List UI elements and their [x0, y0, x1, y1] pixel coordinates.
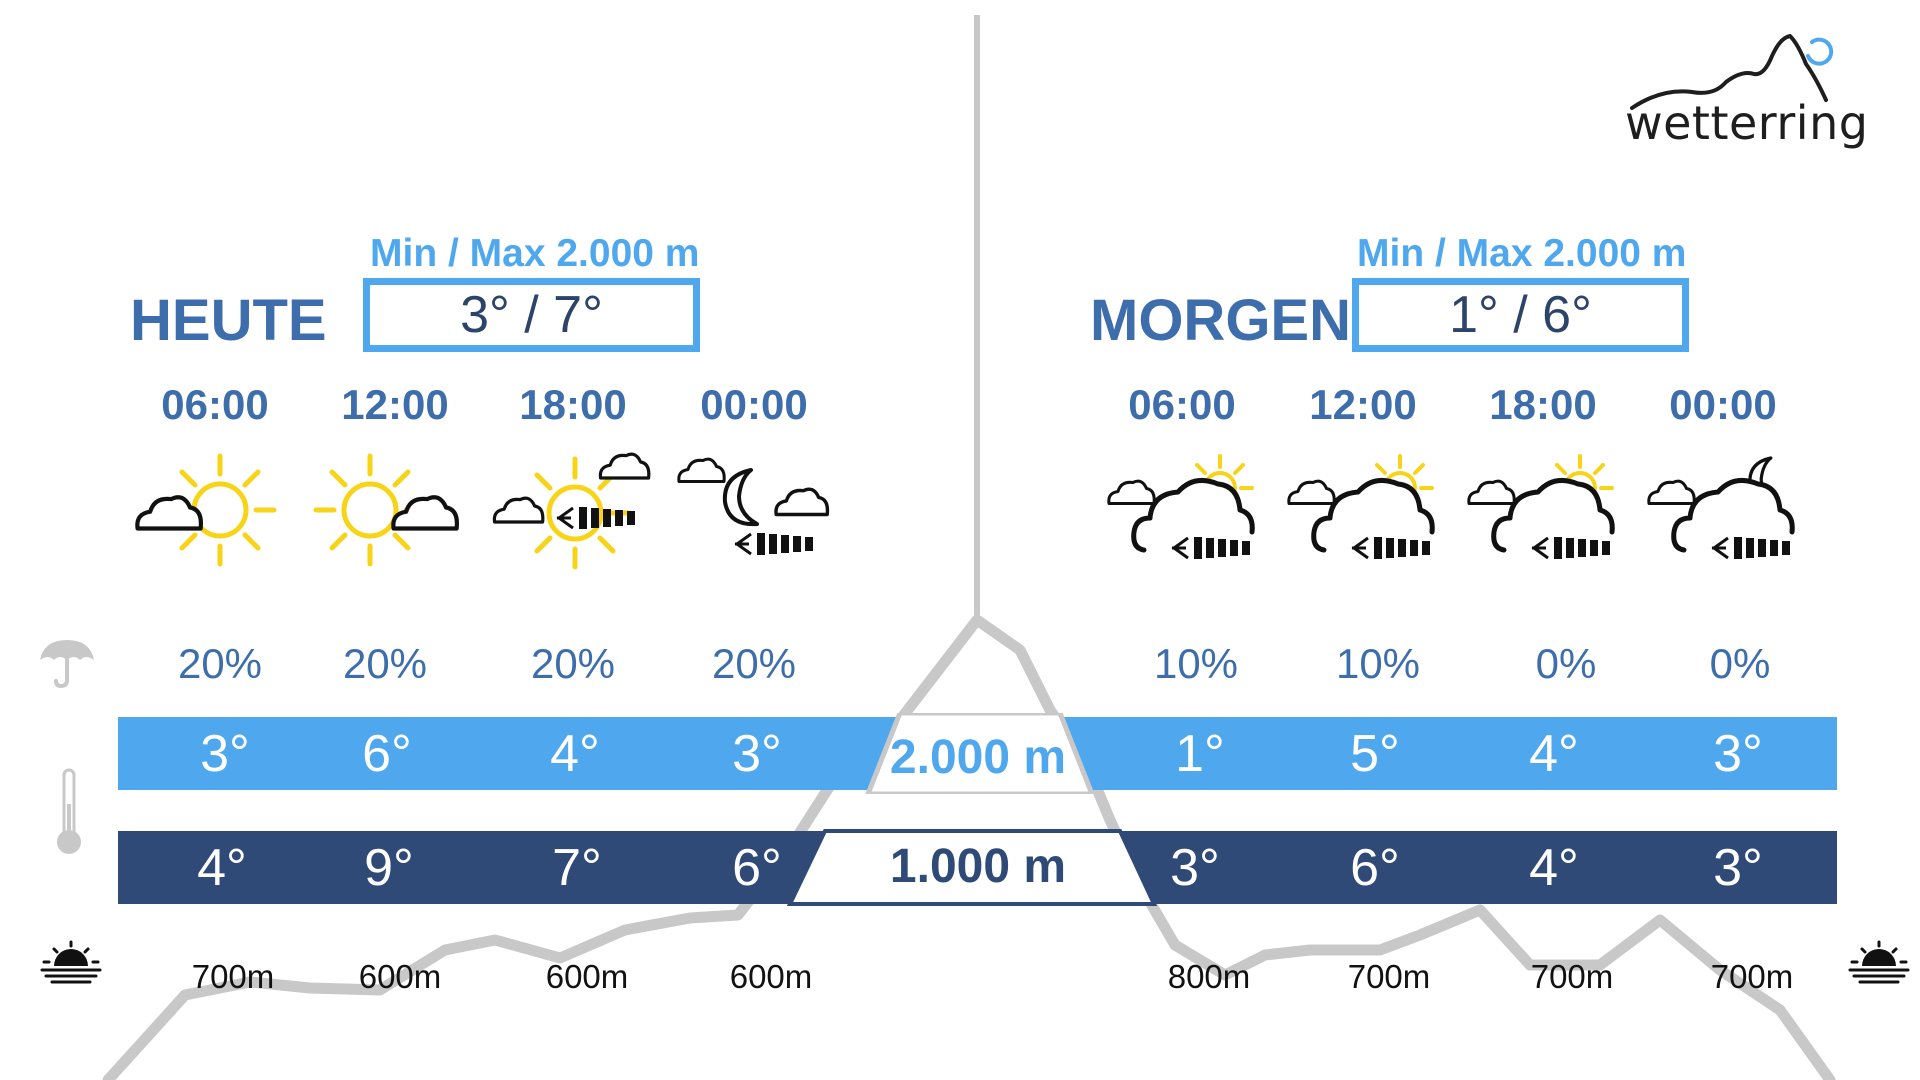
day-title-today: HEUTE [130, 288, 327, 353]
minmax-value-tomorrow: 1° / 6° [1449, 286, 1592, 344]
temp-upper-tomorrow-0000: 3° [1713, 725, 1763, 783]
temp-lower-tomorrow-1800: 4° [1529, 839, 1579, 897]
brand-name: wetterring [1625, 96, 1869, 150]
sunset-icon [1848, 940, 1910, 984]
time-tomorrow-0000: 00:00 [1669, 381, 1777, 428]
precip-today-1200: 20% [342, 640, 428, 687]
minmax-box-tomorrow: 1° / 6° [1352, 278, 1689, 352]
precip-tomorrow-0600: 10% [1153, 640, 1239, 687]
precip-today-0600: 20% [177, 640, 263, 687]
umbrella-icon [40, 640, 94, 688]
time-tomorrow-0600: 06:00 [1128, 381, 1236, 428]
cloud-sun-wind-icon [1287, 454, 1452, 561]
minmax-label-tomorrow: Min / Max 2.000 m [1357, 232, 1687, 275]
precip-today-1800: 20% [530, 640, 616, 687]
snowline-today-0000: 600m [729, 958, 813, 995]
minmax-box-today: 3° / 7° [363, 278, 700, 352]
snowline-tomorrow-1200: 700m [1347, 958, 1431, 995]
temp-lower-today-0600: 4° [197, 839, 247, 897]
altitude-cutout-upper [865, 713, 1095, 794]
sun-with-cloud-icon [305, 448, 485, 578]
temp-lower-tomorrow-0600: 3° [1170, 839, 1220, 897]
temp-upper-today-1800: 4° [550, 725, 600, 783]
time-tomorrow-1800: 18:00 [1489, 381, 1597, 428]
temp-lower-today-1800: 7° [552, 839, 602, 897]
snowline-today-1800: 600m [545, 958, 629, 995]
cloud-sun-wind-icon [1107, 454, 1272, 561]
snowline-tomorrow-1800: 700m [1530, 958, 1614, 995]
precip-tomorrow-1800: 0% [1535, 640, 1597, 687]
snowline-today-1200: 600m [358, 958, 442, 995]
cloud-moon-wind-icon [1647, 456, 1812, 561]
temp-upper-today-1200: 6° [362, 725, 412, 783]
moon-cloud-wind-icon [677, 457, 830, 557]
day-title-tomorrow: MORGEN [1090, 288, 1351, 353]
temp-lower-tomorrow-0000: 3° [1713, 839, 1763, 897]
temp-upper-tomorrow-1800: 4° [1529, 725, 1579, 783]
temp-lower-today-0000: 6° [732, 839, 782, 897]
altitude-cutout-lower [786, 829, 1158, 906]
temp-lower-tomorrow-1200: 6° [1350, 839, 1400, 897]
sun-cloud-wind-icon [492, 452, 651, 578]
temp-upper-tomorrow-0600: 1° [1175, 725, 1225, 783]
time-today-1800: 18:00 [519, 381, 627, 428]
time-today-1200: 12:00 [341, 381, 449, 428]
cloud-sun-wind-icon [1467, 454, 1632, 561]
time-today-0600: 06:00 [161, 381, 269, 428]
precip-tomorrow-1200: 10% [1335, 640, 1421, 687]
thermometer-icon [57, 768, 81, 854]
sunrise-icon [40, 940, 102, 984]
temp-upper-today-0600: 3° [200, 725, 250, 783]
temp-lower-today-1200: 9° [364, 839, 414, 897]
snowline-tomorrow-0600: 800m [1167, 958, 1251, 995]
temp-upper-today-0000: 3° [732, 725, 782, 783]
precip-today-0000: 20% [711, 640, 797, 687]
temp-upper-tomorrow-1200: 5° [1350, 725, 1400, 783]
sun-with-cloud-icon [125, 448, 305, 578]
minmax-value-today: 3° / 7° [460, 286, 603, 344]
time-today-0000: 00:00 [700, 381, 808, 428]
precip-tomorrow-0000: 0% [1709, 640, 1771, 687]
snowline-tomorrow-0000: 700m [1710, 958, 1794, 995]
minmax-label-today: Min / Max 2.000 m [370, 232, 700, 275]
time-tomorrow-1200: 12:00 [1309, 381, 1417, 428]
wetterring-logo [1630, 34, 1834, 110]
snowline-today-0600: 700m [191, 958, 275, 995]
altitude-label-upper: 2.000 m [889, 731, 1067, 784]
altitude-label-lower: 1.000 m [889, 840, 1067, 893]
